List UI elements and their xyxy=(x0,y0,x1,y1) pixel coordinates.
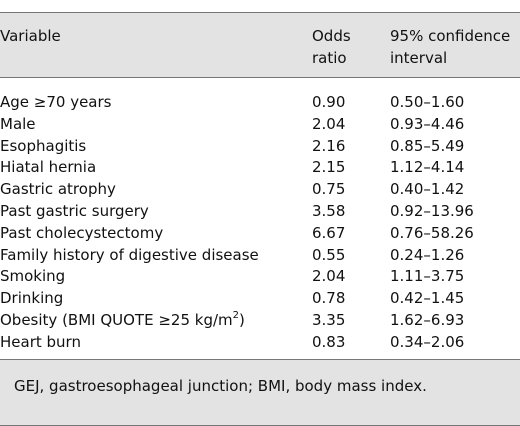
cell-confidence-interval: 1.62–6.93 xyxy=(390,310,465,329)
table-row: Family history of digestive disease 0.55… xyxy=(0,244,520,266)
cell-odds-ratio: 0.55 xyxy=(312,245,346,264)
cell-confidence-interval: 0.85–5.49 xyxy=(390,136,465,155)
table-row: Gastric atrophy 0.75 0.40–1.42 xyxy=(0,178,520,200)
table-row: Heart burn 0.83 0.34–2.06 xyxy=(0,331,520,353)
cell-odds-ratio: 0.75 xyxy=(312,180,346,199)
header-confidence-interval: 95% confidence interval xyxy=(390,25,510,69)
table-footnote: GEJ, gastroesophageal junction; BMI, bod… xyxy=(0,359,520,426)
table-row: Hiatal hernia 2.15 1.12–4.14 xyxy=(0,156,520,178)
cell-odds-ratio: 2.04 xyxy=(312,267,346,286)
cell-confidence-interval: 0.50–1.60 xyxy=(390,93,465,111)
header-variable: Variable xyxy=(0,25,61,47)
header-odds-ratio: Odds ratio xyxy=(312,25,351,69)
cell-confidence-interval: 0.42–1.45 xyxy=(390,289,465,308)
cell-variable: Obesity (BMI QUOTE ≥25 kg/m2) xyxy=(0,309,245,331)
cell-confidence-interval: 0.24–1.26 xyxy=(390,245,465,264)
cell-odds-ratio: 0.90 xyxy=(312,93,346,111)
table-row: Past cholecystectomy 6.67 0.76–58.26 xyxy=(0,222,520,244)
cell-odds-ratio: 0.78 xyxy=(312,289,346,308)
header-ci-line2: interval xyxy=(390,49,448,67)
cell-variable: Drinking xyxy=(0,289,64,308)
cell-odds-ratio: 2.04 xyxy=(312,114,346,133)
table-body: Age ≥70 years 0.90 0.50–1.60 Male 2.04 0… xyxy=(0,91,520,353)
cell-confidence-interval: 0.40–1.42 xyxy=(390,180,465,199)
table-header: Variable Odds ratio 95% confidence inter… xyxy=(0,12,520,78)
table-row: Drinking 0.78 0.42–1.45 xyxy=(0,287,520,309)
cell-variable: Esophagitis xyxy=(0,136,87,155)
table-row: Past gastric surgery 3.58 0.92–13.96 xyxy=(0,200,520,222)
table-row: Age ≥70 years 0.90 0.50–1.60 xyxy=(0,91,520,113)
header-odds-line1: Odds xyxy=(312,27,351,45)
table-row: Esophagitis 2.16 0.85–5.49 xyxy=(0,135,520,157)
cell-confidence-interval: 0.92–13.96 xyxy=(390,201,474,220)
cell-variable: Hiatal hernia xyxy=(0,158,97,177)
header-variable-label: Variable xyxy=(0,27,61,45)
cell-confidence-interval: 0.34–2.06 xyxy=(390,332,465,351)
cell-variable-text: Obesity (BMI QUOTE ≥25 kg/m xyxy=(0,310,233,329)
cell-variable: Heart burn xyxy=(0,332,81,351)
cell-odds-ratio: 3.35 xyxy=(312,310,346,329)
cell-confidence-interval: 0.93–4.46 xyxy=(390,114,465,133)
cell-confidence-interval: 1.11–3.75 xyxy=(390,267,465,286)
cell-variable-tail: ) xyxy=(239,310,245,329)
cell-variable: Family history of digestive disease xyxy=(0,245,259,264)
cell-odds-ratio: 2.16 xyxy=(312,136,346,155)
cell-variable: Age ≥70 years xyxy=(0,93,112,111)
cell-variable: Past gastric surgery xyxy=(0,201,149,220)
cell-odds-ratio: 3.58 xyxy=(312,201,346,220)
cell-variable: Male xyxy=(0,114,36,133)
header-odds-line2: ratio xyxy=(312,49,347,67)
table-row: Obesity (BMI QUOTE ≥25 kg/m2) 3.35 1.62–… xyxy=(0,309,520,331)
cell-variable: Gastric atrophy xyxy=(0,180,116,199)
cell-confidence-interval: 0.76–58.26 xyxy=(390,223,474,242)
header-ci-line1: 95% confidence xyxy=(390,27,511,45)
cell-confidence-interval: 1.12–4.14 xyxy=(390,158,465,177)
cell-odds-ratio: 2.15 xyxy=(312,158,346,177)
cell-odds-ratio: 6.67 xyxy=(312,223,346,242)
cell-variable: Past cholecystectomy xyxy=(0,223,164,242)
table-bottom-rule xyxy=(0,359,520,360)
superscript-exponent: 2 xyxy=(232,309,240,321)
cell-odds-ratio: 0.83 xyxy=(312,332,346,351)
cell-variable: Smoking xyxy=(0,267,66,286)
table-row: Male 2.04 0.93–4.46 xyxy=(0,113,520,135)
table-row: Smoking 2.04 1.11–3.75 xyxy=(0,265,520,287)
footnote-text: GEJ, gastroesophageal junction; BMI, bod… xyxy=(14,377,427,395)
